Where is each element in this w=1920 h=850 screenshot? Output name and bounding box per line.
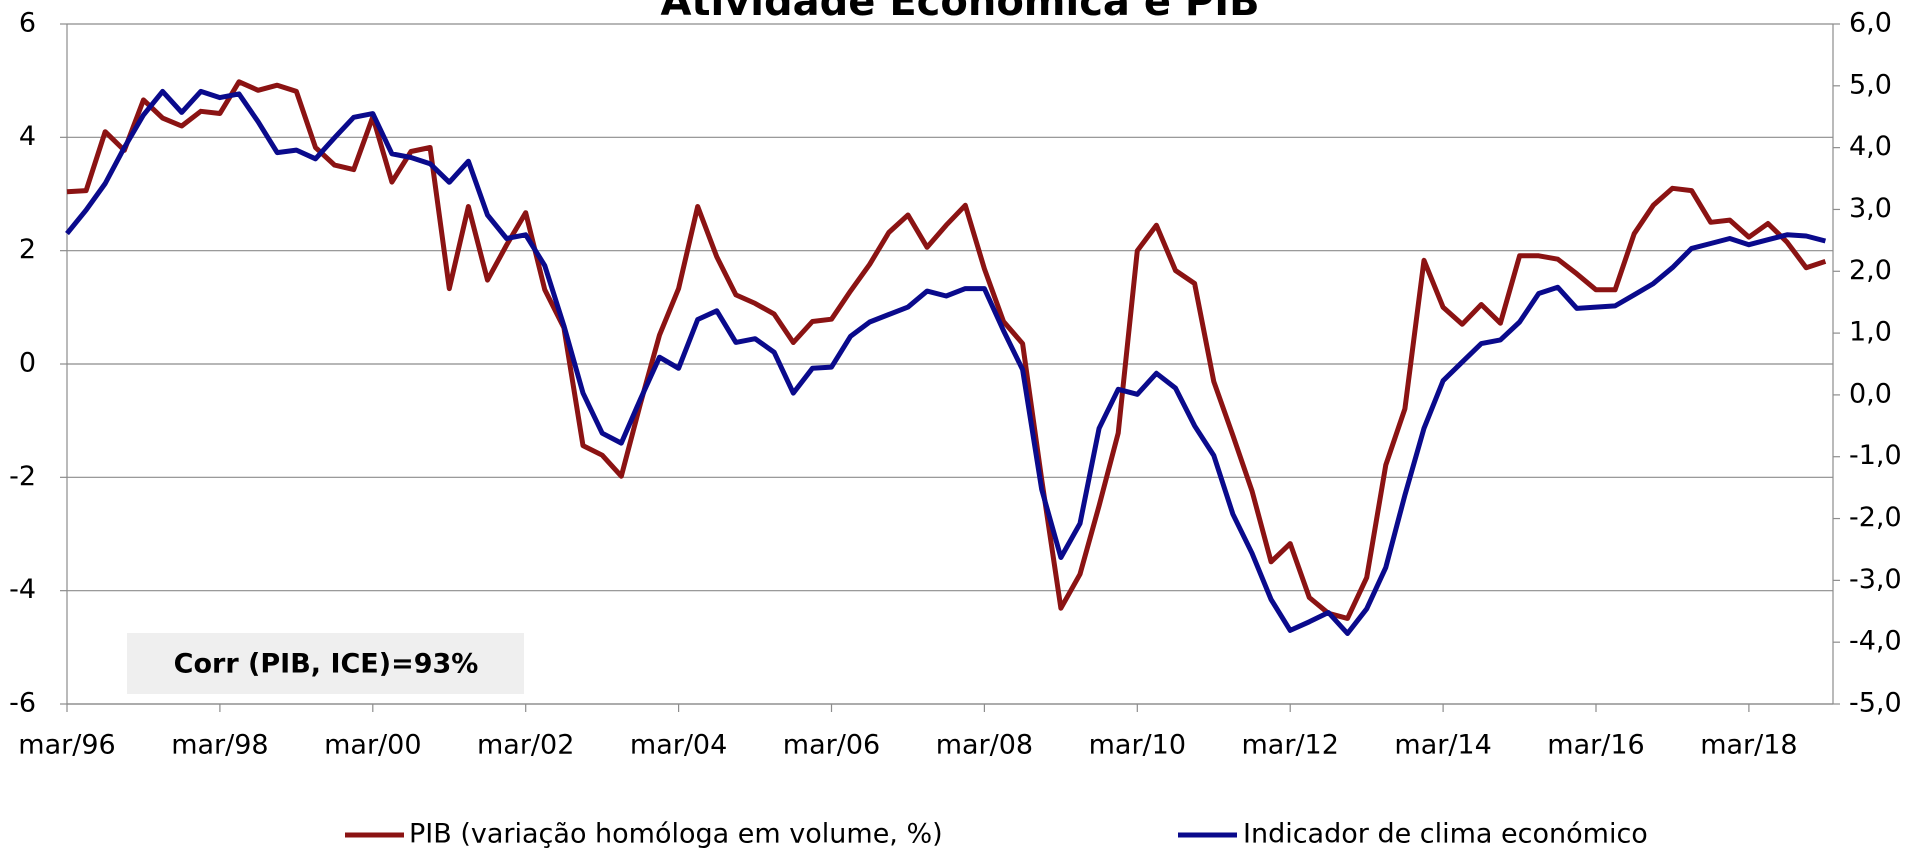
y2-tick-label: -3,0	[1849, 564, 1902, 595]
y2-tick-label: 2,0	[1849, 255, 1892, 286]
x-tick-label: mar/16	[1547, 730, 1644, 761]
annotation-box	[127, 633, 524, 694]
y-tick-label: 2	[19, 234, 36, 265]
y2-tick-label: -2,0	[1849, 502, 1902, 533]
y-tick-label: 4	[19, 121, 36, 152]
y2-tick-label: -5,0	[1849, 688, 1902, 719]
series-line	[65, 88, 1827, 636]
y-tick-label: 6	[19, 8, 36, 39]
y-tick-label: 0	[19, 348, 36, 379]
x-tick-label: mar/08	[936, 730, 1033, 761]
x-tick-label: mar/02	[477, 730, 574, 761]
y-tick-label: -6	[9, 688, 36, 719]
legend-label: Indicador de clima económico	[1243, 819, 1648, 850]
x-tick-label: mar/06	[783, 730, 880, 761]
y2-tick-label: 3,0	[1849, 193, 1892, 224]
x-tick-label: mar/12	[1242, 730, 1339, 761]
chart-title: Atividade Económica e PIB	[660, 0, 1259, 25]
y-tick-label: -2	[9, 461, 36, 492]
y2-tick-label: -1,0	[1849, 440, 1902, 471]
y2-tick-label: 6,0	[1849, 8, 1892, 39]
annotation: Corr (PIB, ICE)=93%	[174, 649, 479, 680]
x-tick-label: mar/04	[630, 730, 727, 761]
y-tick-label: -4	[9, 574, 36, 605]
x-tick-label: mar/00	[324, 730, 421, 761]
y2-tick-label: 0,0	[1849, 378, 1892, 409]
x-tick-label: mar/18	[1700, 730, 1797, 761]
x-tick-label: mar/14	[1394, 730, 1491, 761]
y2-tick-label: -4,0	[1849, 626, 1902, 657]
y2-tick-label: 5,0	[1849, 69, 1892, 100]
y2-tick-label: 4,0	[1849, 131, 1892, 162]
legend-label: PIB (variação homóloga em volume, %)	[409, 819, 943, 850]
y2-tick-label: 1,0	[1849, 317, 1892, 348]
series-line	[66, 79, 1827, 621]
x-tick-label: mar/96	[18, 730, 115, 761]
x-tick-label: mar/10	[1089, 730, 1186, 761]
x-tick-label: mar/98	[171, 730, 268, 761]
